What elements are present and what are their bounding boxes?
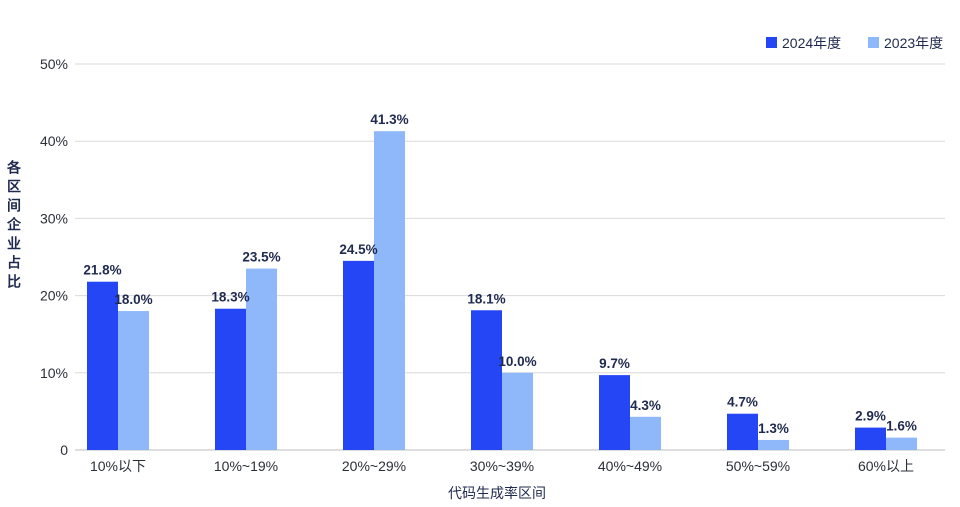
legend-label-2023: 2023年度	[884, 35, 943, 51]
y-axis-title: 各区间企业占比	[6, 160, 22, 293]
data-label: 18.1%	[467, 291, 505, 306]
data-label: 18.0%	[114, 292, 152, 307]
data-label: 4.7%	[727, 395, 758, 410]
legend: 2024年度 2023年度	[766, 35, 943, 51]
y-tick-label: 10%	[40, 365, 68, 381]
bar-2024年度-20%~29%	[343, 260, 374, 450]
bars	[87, 131, 917, 450]
y-tick-label: 40%	[40, 133, 68, 149]
data-label: 23.5%	[242, 250, 280, 265]
legend-swatch-2023	[868, 37, 879, 48]
data-label: 2.9%	[855, 409, 886, 424]
bar-2024年度-60%以上	[855, 427, 886, 450]
legend-item-2024: 2024年度	[766, 35, 841, 51]
bar-2023年度-50%~59%	[758, 439, 789, 450]
bar-2023年度-40%~49%	[630, 416, 661, 450]
x-tick-label: 50%~59%	[726, 458, 790, 474]
bar-2023年度-20%~29%	[374, 131, 405, 450]
data-labels: 21.8% 18.0% 18.3% 23.5% 24.5% 41.3% 18.1% 10.0%…	[83, 112, 917, 436]
y-tick-label: 30%	[40, 210, 68, 226]
y-tick-label: 50%	[40, 56, 68, 72]
data-label: 1.3%	[758, 421, 789, 436]
bar-2023年度-10%~19%	[246, 268, 277, 450]
bar-2024年度-10%以下	[87, 281, 118, 450]
data-label: 41.3%	[370, 112, 408, 127]
bar-2024年度-30%~39%	[471, 310, 502, 450]
x-tick-label: 10%以下	[90, 458, 146, 474]
bar-2023年度-30%~39%	[502, 372, 533, 450]
bar-2024年度-10%~19%	[215, 308, 246, 450]
data-label: 9.7%	[599, 356, 630, 371]
legend-label-2024: 2024年度	[782, 35, 841, 51]
data-label: 21.8%	[83, 263, 121, 278]
x-axis-title: 代码生成率区间	[448, 485, 546, 501]
bar-2024年度-40%~49%	[599, 375, 630, 450]
legend-item-2023: 2023年度	[868, 35, 943, 51]
bar-2023年度-10%以下	[118, 311, 149, 450]
gridlines: 0 10% 20% 30% 40% 50%	[40, 56, 945, 458]
data-label: 24.5%	[339, 242, 377, 257]
x-axis-ticks: 10%以下 10%~19% 20%~29% 30%~39% 40%~49% 50%~59%…	[90, 458, 914, 474]
bar-2024年度-50%~59%	[727, 413, 758, 450]
data-label: 4.3%	[630, 398, 661, 413]
bar-2023年度-60%以上	[886, 437, 917, 450]
data-label: 1.6%	[886, 419, 917, 434]
x-tick-label: 60%以上	[858, 458, 914, 474]
x-tick-label: 40%~49%	[598, 458, 662, 474]
y-tick-label: 20%	[40, 288, 68, 304]
x-tick-label: 30%~39%	[470, 458, 534, 474]
data-label: 18.3%	[211, 290, 249, 305]
x-tick-label: 20%~29%	[342, 458, 406, 474]
legend-swatch-2024	[766, 37, 777, 48]
y-tick-label: 0	[60, 442, 68, 458]
data-label: 10.0%	[498, 354, 536, 369]
x-tick-label: 10%~19%	[214, 458, 278, 474]
